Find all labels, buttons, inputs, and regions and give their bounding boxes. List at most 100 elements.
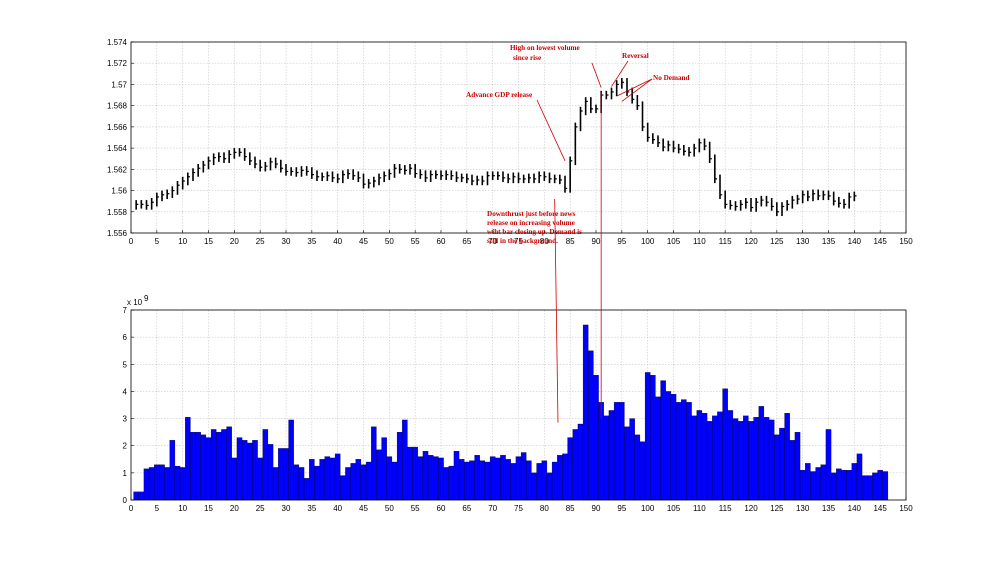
volume-y-tick-label: 5 (123, 360, 128, 369)
volume-bar (789, 440, 796, 501)
price-bar (156, 192, 160, 207)
price-bar (455, 171, 459, 183)
price-bar (486, 171, 490, 186)
volume-x-tick-label: 75 (514, 504, 523, 513)
volume-bar (779, 427, 785, 501)
volume-x-tick-label: 55 (411, 504, 420, 513)
price-x-tick-label: 95 (617, 237, 626, 246)
price-x-tick-label: 0 (129, 237, 134, 246)
price-bar (750, 197, 754, 212)
volume-bar (603, 415, 610, 501)
volume-bar (241, 440, 248, 501)
price-x-tick-label: 30 (282, 237, 291, 246)
price-bar (543, 171, 547, 182)
price-bar (280, 159, 284, 173)
volume-bar (195, 431, 201, 501)
price-bar (295, 167, 299, 177)
volume-bar (489, 456, 496, 501)
volume-x-tick-label: 50 (385, 504, 394, 513)
price-bar (150, 197, 154, 210)
volume-bar (267, 444, 274, 501)
price-chart: 0 5 10 15 20 25 30 35 40 45 50 55 60 65 70 75 80 85 90 95 10… (107, 38, 913, 246)
volume-bar (551, 461, 558, 501)
price-bar (342, 170, 346, 184)
volume-bar (443, 467, 449, 501)
price-x-tick-label: 60 (437, 237, 446, 246)
volume-x-tick-label: 15 (204, 504, 213, 513)
volume-bar (877, 469, 883, 501)
volume-bar (319, 459, 325, 501)
volume-bar (169, 440, 176, 501)
volume-bar (634, 434, 641, 501)
volume-bar (159, 464, 165, 501)
price-bar (574, 122, 578, 166)
volume-bar (686, 402, 692, 501)
volume-bar (164, 467, 170, 501)
price-bar (497, 171, 501, 180)
volume-bar (593, 374, 599, 501)
volume-bar (355, 459, 362, 501)
price-bar (476, 175, 480, 186)
volume-bar (799, 469, 806, 501)
volume-bar (546, 472, 553, 501)
volume-bar (226, 426, 232, 501)
price-x-tick-label: 50 (385, 237, 394, 246)
volume-x-tick-label: 65 (462, 504, 471, 513)
volume-bar (706, 421, 713, 501)
price-bar (419, 169, 423, 179)
price-bar (414, 164, 418, 178)
volume-bar (350, 463, 356, 501)
volume-bar (500, 455, 506, 501)
price-x-tick-label: 80 (540, 237, 549, 246)
price-bar (176, 181, 180, 195)
price-bar (502, 171, 506, 183)
price-bar (440, 170, 444, 180)
volume-bar (841, 469, 847, 501)
price-bar (657, 135, 661, 148)
volume-bar (210, 429, 217, 501)
price-x-tick-label: 65 (462, 237, 471, 246)
volume-x-tick-label: 30 (282, 504, 291, 513)
volume-x-tick-label: 20 (230, 504, 239, 513)
price-bar (367, 178, 371, 189)
price-bar (626, 78, 630, 97)
volume-bar (675, 402, 682, 501)
volume-x-tick-label: 5 (155, 504, 160, 513)
price-y-tick-label: 1.564 (107, 144, 128, 153)
volume-bar (696, 410, 703, 501)
volume-bar (371, 426, 377, 501)
volume-bar (882, 471, 889, 501)
volume-x-tick-label: 0 (129, 504, 134, 513)
price-bar (807, 190, 811, 202)
price-x-tick-label: 85 (566, 237, 575, 246)
volume-bar (774, 434, 780, 501)
price-bar (171, 186, 175, 198)
price-x-tick-label: 20 (230, 237, 239, 246)
price-bar (631, 87, 635, 104)
volume-bar (639, 441, 646, 501)
volume-bar (231, 457, 238, 501)
volume-bar (867, 475, 873, 501)
volume-bar (820, 464, 827, 501)
price-x-tick-label: 75 (514, 237, 523, 246)
annotation-high-lowest-volume: High on lowest volume (510, 44, 580, 52)
volume-bar (221, 429, 227, 501)
volume-bar (794, 431, 801, 501)
price-x-tick-label: 145 (873, 237, 887, 246)
volume-bar (396, 431, 403, 501)
price-bar (786, 200, 790, 211)
price-x-tick-label: 90 (592, 237, 601, 246)
volume-bar (314, 465, 320, 501)
volume-bar (572, 429, 579, 501)
volume-x-tick-label: 115 (719, 504, 732, 513)
volume-bar (216, 431, 222, 501)
volume-bar (557, 455, 563, 501)
price-bar (688, 147, 692, 157)
price-bar (145, 200, 149, 210)
volume-bar (830, 472, 837, 501)
volume-x-tick-label: 140 (848, 504, 862, 513)
price-bar (693, 143, 697, 157)
price-bar (316, 170, 320, 182)
volume-bar (758, 406, 765, 501)
volume-bar (303, 478, 310, 501)
